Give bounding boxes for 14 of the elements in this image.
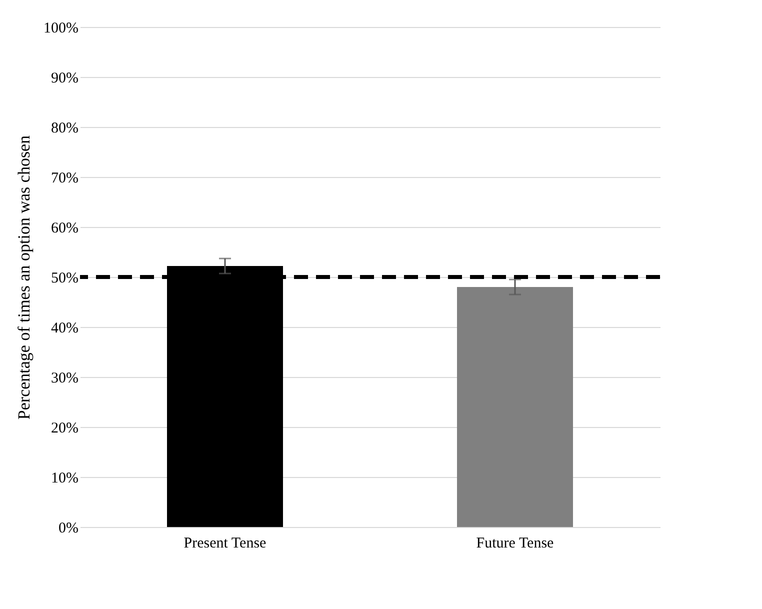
y-tick-label: 10%: [51, 470, 78, 486]
y-tick-label: 100%: [44, 20, 78, 36]
y-tick-label: 20%: [51, 420, 78, 436]
y-tick-label: 40%: [51, 320, 78, 336]
y-tick-label: 60%: [51, 220, 78, 236]
y-tick-label: 80%: [51, 120, 78, 136]
y-tick-label: 70%: [51, 170, 78, 186]
x-tick-label: Present Tense: [184, 536, 267, 552]
y-axis-title: Percentage of times an option was chosen: [14, 134, 34, 420]
x-tick-label: Future Tense: [476, 536, 554, 552]
y-tick-label: 30%: [51, 370, 78, 386]
y-tick-label: 0%: [58, 520, 78, 536]
y-tick-label: 90%: [51, 70, 78, 86]
y-tick-label: 50%: [51, 270, 78, 286]
